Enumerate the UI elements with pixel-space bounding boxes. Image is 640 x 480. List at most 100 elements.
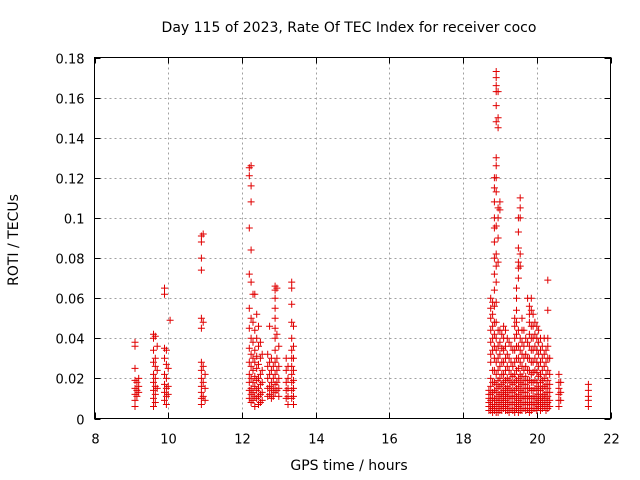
data-point [487, 374, 495, 382]
data-point [494, 258, 502, 266]
data-point [247, 246, 255, 254]
data-point [150, 386, 157, 394]
data-point [275, 362, 283, 370]
data-point [258, 388, 266, 396]
data-point [492, 262, 500, 270]
data-point [271, 304, 279, 312]
data-point [546, 388, 554, 396]
data-point [271, 358, 279, 366]
data-point [492, 118, 500, 126]
data-point [133, 378, 141, 386]
data-point [514, 274, 522, 282]
data-point [513, 318, 520, 326]
data-point [489, 322, 497, 330]
data-point [546, 396, 554, 404]
data-point [166, 316, 174, 324]
data-point [197, 314, 205, 322]
data-point [492, 346, 500, 354]
data-point [249, 366, 257, 374]
data-point [162, 401, 170, 408]
data-point [197, 266, 205, 274]
data-point [288, 318, 296, 326]
data-point [247, 198, 255, 206]
data-point [258, 378, 266, 386]
data-point [518, 314, 526, 322]
data-point [256, 370, 264, 378]
data-point [544, 392, 552, 400]
data-point [247, 384, 255, 392]
axis-ticks [94, 57, 612, 420]
data-point [256, 354, 264, 362]
data-point [290, 401, 297, 408]
data-point [546, 354, 554, 362]
data-point [557, 396, 565, 404]
x-tick-label: 16 [381, 433, 398, 448]
plot-frame [94, 57, 611, 419]
data-point [161, 354, 168, 362]
data-point [255, 342, 262, 350]
data-point [249, 354, 257, 362]
x-tick-label: 8 [91, 433, 99, 448]
data-point [490, 254, 498, 262]
data-point [490, 270, 498, 278]
data-point [498, 330, 506, 338]
data-point [514, 228, 522, 236]
data-point [540, 350, 548, 358]
data-point [131, 403, 139, 410]
data-point [199, 230, 207, 238]
data-point [275, 374, 283, 382]
data-point [197, 366, 205, 374]
data-point [249, 378, 257, 386]
data-point [275, 392, 283, 400]
data-point [522, 380, 530, 388]
data-point [288, 362, 296, 370]
data-point [197, 382, 205, 390]
data-point [161, 380, 168, 388]
data-point [245, 304, 253, 312]
y-tick-label: 0 [76, 414, 84, 429]
data-points [131, 68, 592, 416]
data-point [492, 82, 500, 90]
data-point [245, 394, 253, 402]
data-point [584, 396, 592, 404]
data-point [150, 403, 157, 410]
data-point [249, 318, 257, 326]
data-point [164, 382, 172, 390]
data-point [162, 374, 170, 382]
data-point [245, 172, 253, 180]
data-point [511, 314, 519, 322]
data-point [290, 342, 297, 350]
x-tick-labels: 8 10 12 14 16 18 20 22 [91, 433, 619, 448]
data-point [492, 102, 500, 110]
data-point [492, 68, 500, 75]
data-point [531, 342, 539, 350]
data-point [496, 374, 504, 382]
data-point [522, 388, 530, 396]
data-point [500, 322, 508, 330]
data-point [199, 392, 207, 400]
data-point [164, 390, 172, 398]
data-point [197, 324, 205, 332]
data-point [288, 334, 296, 342]
data-point [150, 394, 157, 402]
y-tick-label: 0.08 [56, 253, 85, 268]
data-point [290, 354, 297, 362]
x-axis-label: GPS time / hours [290, 458, 407, 474]
data-point [584, 380, 592, 388]
data-point [500, 358, 508, 366]
data-point [492, 174, 500, 182]
data-point [249, 396, 257, 404]
data-point [264, 350, 272, 358]
data-point [514, 374, 522, 382]
data-point [522, 350, 530, 358]
x-tick-label: 12 [234, 433, 251, 448]
data-point [247, 374, 255, 382]
data-point [494, 234, 502, 242]
data-point [492, 154, 500, 162]
data-point [247, 162, 255, 170]
data-point [151, 399, 159, 406]
data-point [247, 278, 255, 286]
data-point [490, 238, 498, 246]
data-point [542, 358, 550, 366]
data-point [266, 382, 274, 390]
